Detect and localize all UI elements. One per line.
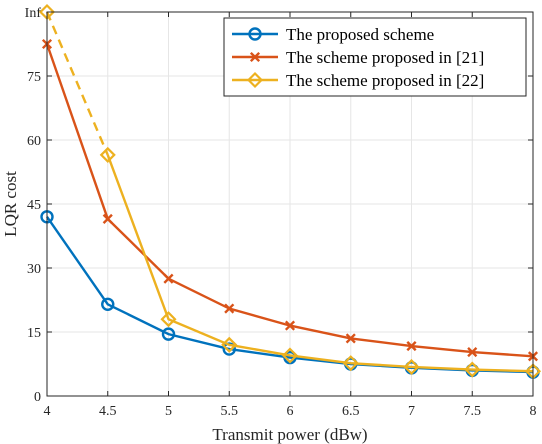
x-mark-stroke xyxy=(406,341,417,352)
x-mark-stroke xyxy=(102,213,113,224)
y-tick-label: 0 xyxy=(34,390,41,405)
data-point xyxy=(224,303,235,314)
x-tick-label: 7 xyxy=(408,404,415,419)
series-layer xyxy=(38,3,542,380)
legend-entry-label: The proposed scheme xyxy=(286,25,434,44)
data-point xyxy=(403,358,420,376)
legend-entry-label: The scheme proposed in [22] xyxy=(286,71,484,90)
legend-marker xyxy=(246,71,264,89)
y-tick-label: 15 xyxy=(27,326,41,341)
data-point xyxy=(467,347,478,358)
x-mark-stroke xyxy=(467,347,478,358)
legend-marker xyxy=(249,51,261,63)
x-mark-stroke xyxy=(163,273,174,284)
data-point xyxy=(102,213,113,224)
x-axis-label: Transmit power (dBw) xyxy=(212,425,367,444)
legend-entry-label: The scheme proposed in [21] xyxy=(286,48,484,67)
x-tick-label: 4 xyxy=(44,404,51,419)
y-tick-label: 30 xyxy=(27,262,41,277)
y-tick-label: 45 xyxy=(27,198,41,213)
data-point xyxy=(221,336,238,353)
x-tick-label: 5.5 xyxy=(221,404,239,419)
x-tick-label: 4.5 xyxy=(99,404,117,419)
data-point xyxy=(284,320,296,331)
series-line xyxy=(106,154,534,373)
ticks: 4 4.5 5 5.5 6 6.5 7 7.5 8 0 15 30 45 60 75 Inf xyxy=(25,6,537,419)
data-point xyxy=(345,333,356,344)
x-mark-stroke xyxy=(249,51,261,63)
y-tick-label: 75 xyxy=(27,70,41,85)
data-point xyxy=(99,146,116,163)
x-mark-stroke xyxy=(345,333,356,344)
data-point xyxy=(161,327,176,341)
x-tick-label: 6.5 xyxy=(342,404,360,419)
y-tick-label: Inf xyxy=(25,6,42,21)
series-line-dashed xyxy=(45,11,109,156)
data-point xyxy=(160,311,177,328)
y-axis-label: LQR cost xyxy=(1,171,20,237)
data-point xyxy=(163,273,174,284)
x-tick-label: 8 xyxy=(530,404,537,419)
x-tick-label: 7.5 xyxy=(464,404,482,419)
x-tick-label: 5 xyxy=(165,404,172,419)
series-3 xyxy=(38,3,542,380)
x-mark-stroke xyxy=(224,303,235,314)
data-point xyxy=(464,361,481,378)
y-tick-label: 60 xyxy=(27,134,41,149)
legend: The proposed scheme The scheme proposed i… xyxy=(223,17,527,97)
data-point xyxy=(406,341,417,352)
x-mark-stroke xyxy=(284,320,296,331)
data-point xyxy=(101,297,115,311)
legend-marker xyxy=(248,27,262,41)
x-tick-label: 6 xyxy=(287,404,294,419)
data-point xyxy=(342,355,359,372)
data-point xyxy=(281,347,299,364)
